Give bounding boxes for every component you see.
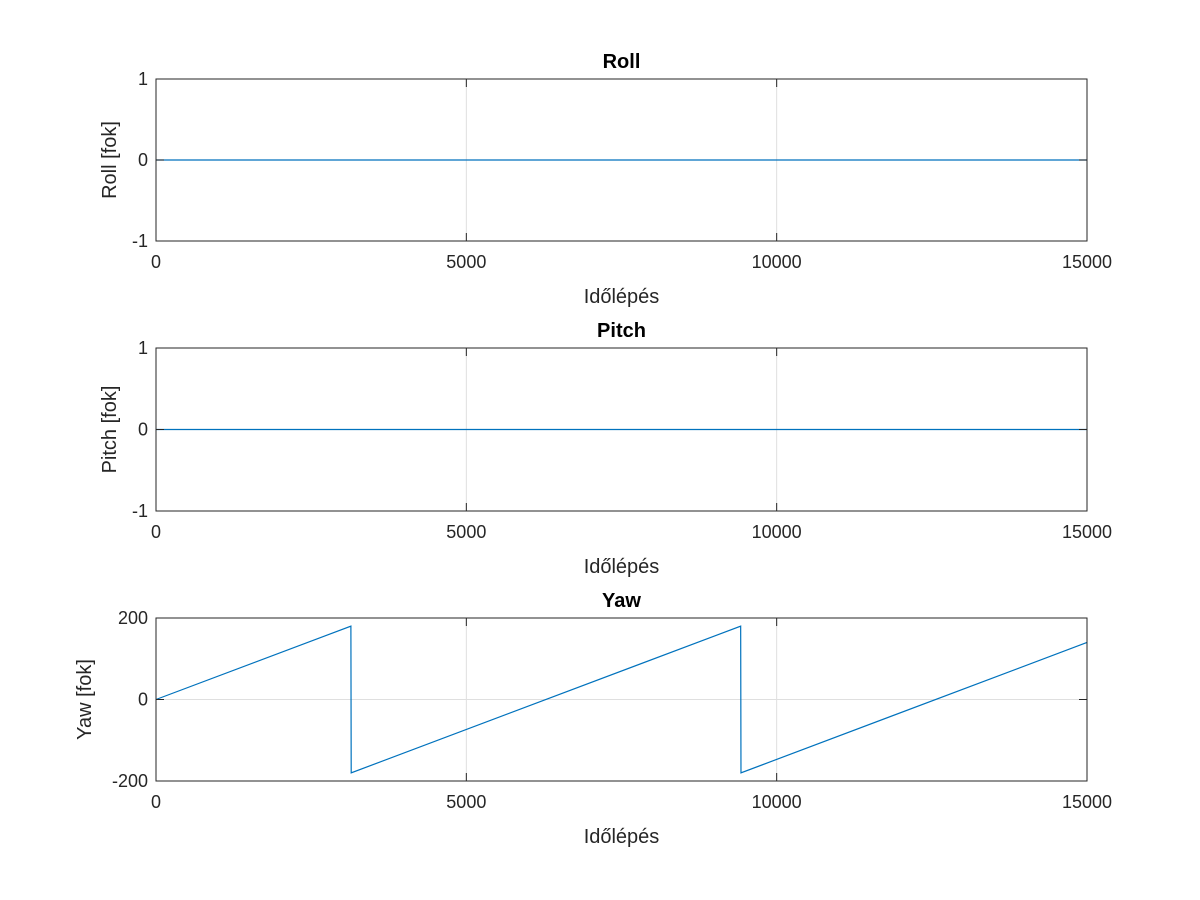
x-tick-label: 0 — [151, 792, 161, 812]
y-tick-label: -200 — [112, 771, 148, 791]
y-axis-label: Yaw [fok] — [74, 659, 96, 740]
series-line — [155, 625, 1088, 774]
x-axis-label: Időlépés — [584, 556, 660, 578]
x-tick-label: 5000 — [446, 792, 486, 812]
y-tick-label: 0 — [138, 690, 148, 710]
y-tick-label: -1 — [132, 231, 148, 251]
y-axis-label: Pitch [fok] — [99, 386, 121, 474]
y-tick-label: 0 — [138, 150, 148, 170]
y-tick-label: 200 — [118, 608, 148, 628]
chart-title: Yaw — [602, 590, 641, 612]
x-tick-label: 15000 — [1062, 792, 1112, 812]
x-tick-label: 10000 — [752, 252, 802, 272]
x-tick-label: 10000 — [752, 792, 802, 812]
y-tick-label: -1 — [132, 501, 148, 521]
chart-title: Roll — [603, 51, 641, 73]
y-tick-label: 1 — [138, 338, 148, 358]
x-axis-label: Időlépés — [584, 826, 660, 848]
x-tick-label: 15000 — [1062, 252, 1112, 272]
x-tick-label: 5000 — [446, 522, 486, 542]
x-tick-label: 5000 — [446, 252, 486, 272]
x-tick-label: 0 — [151, 522, 161, 542]
y-tick-label: 1 — [138, 69, 148, 89]
x-axis-label: Időlépés — [584, 286, 660, 308]
x-tick-label: 0 — [151, 252, 161, 272]
y-tick-label: 0 — [138, 420, 148, 440]
x-tick-label: 15000 — [1062, 522, 1112, 542]
y-axis-label: Roll [fok] — [99, 121, 121, 199]
chart-title: Pitch — [597, 320, 646, 342]
x-tick-label: 10000 — [752, 522, 802, 542]
